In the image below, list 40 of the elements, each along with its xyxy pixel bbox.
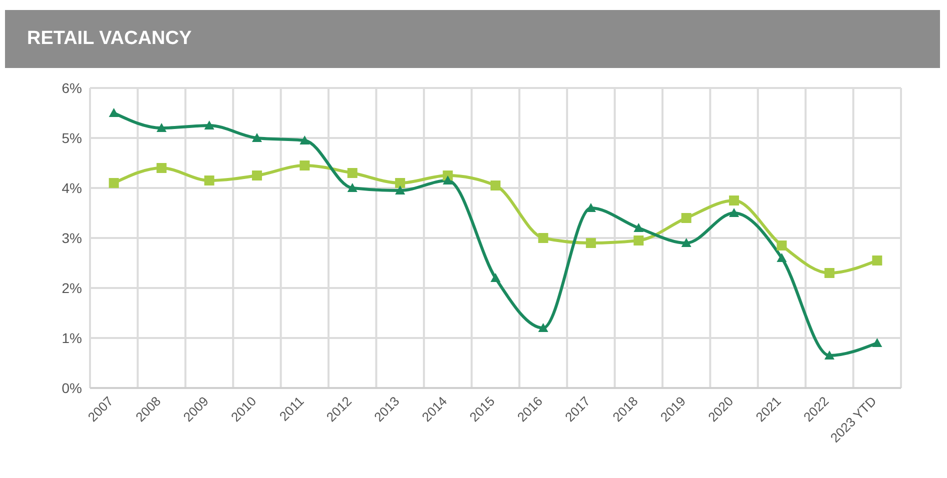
point [729, 196, 740, 206]
point [586, 238, 596, 248]
point [204, 176, 214, 186]
point [634, 236, 644, 246]
point [252, 170, 262, 180]
point [252, 133, 262, 142]
point [776, 253, 787, 262]
point [872, 338, 882, 347]
point [156, 123, 167, 132]
point [872, 256, 882, 266]
y-tick-label: 3% [62, 230, 82, 246]
point [442, 176, 453, 184]
point [156, 163, 167, 173]
y-tick-label: 5% [62, 130, 82, 146]
y-tick-label: 0% [62, 380, 82, 396]
y-tick-label: 4% [62, 180, 82, 196]
point [347, 168, 358, 178]
point [681, 213, 692, 223]
point [538, 323, 548, 332]
y-tick-label: 6% [62, 80, 82, 96]
point [776, 240, 787, 250]
y-tick-label: 2% [62, 280, 82, 296]
point [490, 180, 500, 190]
point [538, 233, 548, 243]
point [395, 186, 406, 194]
point [824, 268, 834, 278]
point [300, 160, 310, 170]
y-tick-label: 1% [62, 330, 82, 346]
point [824, 350, 834, 360]
point [490, 273, 500, 282]
point [347, 183, 358, 192]
point [300, 136, 310, 144]
point [108, 178, 119, 188]
chart-title: RETAIL VACANCY [5, 10, 940, 68]
point [634, 223, 644, 232]
point [204, 120, 214, 130]
point [729, 208, 740, 217]
point [108, 108, 119, 117]
point [681, 238, 692, 247]
point [395, 178, 406, 188]
